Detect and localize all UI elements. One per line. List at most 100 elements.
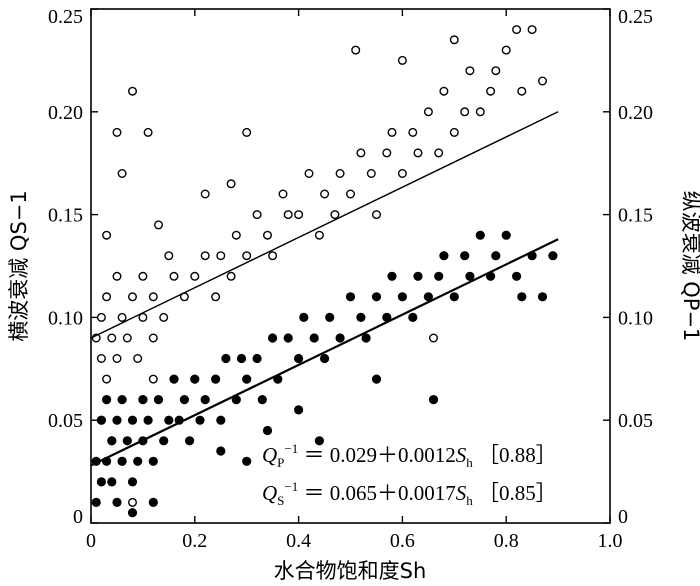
data-point [512, 25, 522, 35]
x-tick-label: 0.4 [286, 530, 311, 552]
y-axis-label-left: 横波衰减 QS−1 [7, 190, 31, 342]
data-point [242, 251, 252, 261]
data-point [366, 168, 376, 178]
data-point [428, 395, 439, 405]
equation-annotations: QP−1 ＝ 0.029＋0.0012Sh ［0.88］ QS−1 ＝ 0.065… [262, 441, 557, 508]
data-point [216, 415, 226, 425]
data-point [96, 312, 106, 322]
data-point [102, 230, 112, 240]
data-point [314, 436, 324, 446]
data-point [460, 107, 470, 117]
data-point [148, 456, 158, 466]
data-point [423, 292, 433, 302]
data-point [117, 168, 127, 178]
data-point [122, 436, 132, 446]
data-point [138, 271, 148, 281]
data-point [351, 45, 361, 55]
data-point [169, 271, 179, 281]
data-point [361, 333, 371, 343]
plot-frame [90, 8, 611, 524]
data-point [133, 354, 143, 364]
x-tick-label: 0 [86, 530, 96, 552]
series-qs [91, 25, 548, 507]
data-point [434, 148, 444, 158]
data-point [408, 312, 418, 322]
y-tick-label-right: 0 [618, 506, 628, 528]
data-point [257, 395, 267, 405]
data-point [387, 271, 397, 281]
y-tick-label-right: 0.15 [618, 205, 653, 227]
data-point [159, 436, 169, 446]
data-point [127, 86, 137, 96]
data-point [429, 333, 439, 343]
data-point [112, 415, 122, 425]
data-point [242, 456, 252, 466]
data-point [299, 312, 309, 322]
data-point [143, 415, 153, 425]
data-point [117, 395, 127, 405]
ticks-layer [90, 8, 611, 524]
data-point [169, 374, 179, 384]
y-tick-label-left: 0.10 [48, 307, 83, 329]
data-point [96, 477, 106, 487]
data-point [91, 497, 101, 507]
data-point [491, 66, 501, 76]
data-point [164, 415, 174, 425]
data-point [200, 395, 210, 405]
data-point [112, 127, 122, 137]
data-point [278, 189, 288, 199]
data-point [449, 292, 459, 302]
data-point [346, 189, 356, 199]
data-point [413, 148, 423, 158]
data-point [486, 86, 496, 96]
data-point [138, 395, 148, 405]
data-point [211, 292, 221, 302]
y-tick-label-left: 0.05 [48, 410, 83, 432]
data-point [527, 25, 537, 35]
data-point [345, 292, 356, 302]
data-point [148, 292, 158, 302]
data-point [335, 333, 345, 343]
data-point [304, 168, 314, 178]
data-point [371, 292, 382, 302]
series-qp [91, 230, 558, 518]
data-point [231, 230, 241, 240]
data-point [122, 333, 132, 343]
data-point [491, 251, 501, 261]
data-point [117, 312, 127, 322]
data-point [320, 189, 330, 199]
data-point [226, 271, 236, 281]
fit-layer [90, 111, 559, 467]
tick-labels-layer: 0 0.2 0.4 0.6 0.8 1.00 00.05 0.050.10 0.100.15 0.… [48, 6, 653, 552]
data-point [382, 312, 392, 322]
y-tick-label-right: 0.25 [618, 6, 653, 28]
data-point [397, 168, 407, 178]
data-point [465, 271, 475, 281]
data-point [96, 354, 106, 364]
data-point [190, 374, 200, 384]
data-point [439, 251, 449, 261]
data-point [263, 230, 273, 240]
data-point [148, 333, 158, 343]
data-point [216, 251, 226, 261]
data-point [325, 312, 335, 322]
data-point [382, 148, 392, 158]
data-point [538, 76, 548, 86]
data-point [371, 374, 382, 384]
equation-qp: QP−1 ＝ 0.029＋0.0012Sh ［0.88］ [262, 441, 557, 470]
data-point [439, 86, 449, 96]
data-point [314, 230, 324, 240]
data-point [434, 271, 444, 281]
data-point [153, 220, 163, 230]
data-point [501, 230, 511, 240]
data-point [397, 292, 407, 302]
y-tick-label-left: 0 [73, 506, 83, 528]
data-point [236, 353, 247, 364]
data-point [397, 55, 407, 65]
x-tick-label: 0.6 [390, 530, 415, 552]
data-point [112, 271, 122, 281]
data-point [216, 446, 226, 456]
fit-line-qs [90, 111, 559, 339]
data-point [408, 127, 418, 137]
data-point [211, 374, 221, 384]
